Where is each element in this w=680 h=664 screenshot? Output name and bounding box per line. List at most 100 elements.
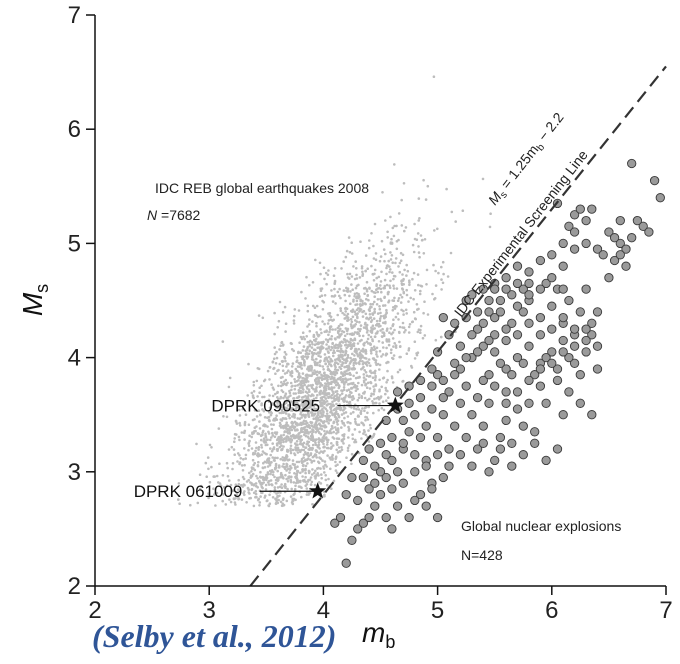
earthquake-point [393,328,396,332]
earthquake-point [273,404,277,407]
earthquake-point [423,238,427,241]
earthquake-point [320,477,324,480]
earthquake-point [318,431,321,435]
earthquake-point [332,295,336,298]
earthquake-point [290,400,294,403]
earthquake-point [330,294,334,298]
earthquake-point [327,269,330,272]
earthquake-point [276,390,279,394]
earthquake-point [335,448,339,452]
earthquake-point [296,417,300,420]
earthquake-point [292,463,296,467]
earthquake-point [390,237,393,241]
earthquake-point [273,332,276,336]
earthquake-point [325,438,329,442]
earthquake-point [353,294,356,298]
earthquake-point [238,454,241,457]
earthquake-point [380,406,384,410]
earthquake-point [332,372,336,375]
earthquake-point [405,352,409,356]
earthquake-point [243,431,246,435]
earthquake-point [325,412,329,415]
earthquake-point [309,483,313,486]
earthquake-point [256,477,259,480]
earthquake-point [325,420,329,423]
earthquake-point [308,446,312,450]
explosion-count: N=428 [461,547,503,563]
earthquake-point [342,386,346,389]
explosion-point [621,244,631,254]
earthquake-point [340,448,344,452]
earthquake-point [265,499,269,503]
earthquake-point [332,479,336,483]
earthquake-point [275,476,279,480]
earthquake-point [280,419,284,422]
earthquake-point [393,342,397,345]
earthquake-point [373,335,377,338]
earthquake-point [382,321,385,325]
earthquake-point [330,380,333,384]
earthquake-point [264,476,267,480]
earthquake-point [304,467,307,471]
explosion-point [490,347,500,357]
earthquake-point [324,478,328,482]
earthquake-point [225,415,229,419]
earthquake-point [278,406,282,409]
earthquake-point [285,499,289,503]
earthquake-point [281,369,285,373]
earthquake-point [367,298,370,302]
earthquake-point [358,359,362,363]
earthquake-point [258,420,261,423]
explosion-point [587,330,597,340]
explosion-point [415,432,426,443]
earthquake-point [311,355,314,359]
earthquake-point [419,234,423,237]
explosion-point [564,352,574,363]
earthquake-point [382,376,386,380]
earthquake-point [316,315,320,319]
earthquake-point [301,443,304,446]
earthquake-point [387,396,390,400]
highlight-label: DPRK 061009 [134,482,243,501]
earthquake-point [271,394,275,398]
earthquake-point [272,423,275,427]
earthquake-point [382,304,385,307]
earthquake-point [310,351,314,354]
earthquake-point [389,279,392,283]
earthquake-point [293,380,297,384]
explosion-point [552,364,563,374]
earthquake-point [389,258,393,261]
earthquake-point [317,334,320,338]
earthquake-point [383,259,386,263]
earthquake-point [340,332,343,336]
earthquake-point [314,449,318,452]
earthquake-point [278,494,281,498]
earthquake-point [266,416,269,420]
earthquake-point [372,411,375,415]
explosion-point [467,410,477,420]
earthquake-point [362,350,366,353]
earthquake-point [320,473,323,476]
earthquake-point [412,271,416,275]
earthquake-point [321,347,324,350]
earthquake-point [346,319,349,322]
earthquake-point [289,451,293,455]
earthquake-point [441,260,445,264]
earthquake-point [315,352,318,356]
earthquake-point [367,317,371,321]
earthquake-point [258,479,261,483]
explosion-point [621,261,631,271]
earthquake-point [226,474,230,478]
earthquake-point [314,469,317,473]
earthquake-point [332,354,335,358]
earthquake-point [330,289,333,292]
explosion-point [638,221,648,231]
earthquake-point [323,426,327,429]
earthquake-point [375,283,379,286]
earthquake-point [390,375,394,378]
explosion-point [627,233,637,243]
earthquake-point [269,472,272,476]
earthquake-point [299,421,303,425]
earthquake-point [296,365,300,368]
explosion-point [587,318,597,328]
